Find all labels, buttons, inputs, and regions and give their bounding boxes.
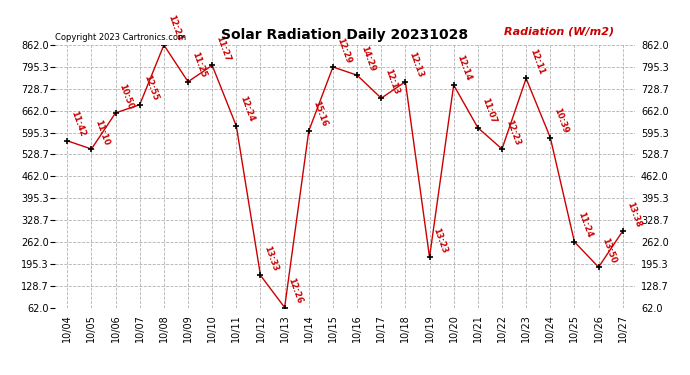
Text: 11:10: 11:10: [93, 118, 111, 146]
Text: 11:07: 11:07: [480, 97, 497, 125]
Text: 13:23: 13:23: [431, 226, 449, 255]
Text: 12:13: 12:13: [383, 68, 401, 96]
Text: 13:50: 13:50: [600, 236, 618, 264]
Text: Radiation (W/m2): Radiation (W/m2): [504, 26, 614, 36]
Text: 12:13: 12:13: [407, 51, 425, 79]
Text: Copyright 2023 Cartronics.com: Copyright 2023 Cartronics.com: [55, 33, 186, 42]
Text: 11:24: 11:24: [576, 211, 594, 239]
Text: 13:33: 13:33: [262, 245, 280, 273]
Text: 12:24: 12:24: [238, 95, 256, 123]
Text: 10:50: 10:50: [117, 82, 135, 110]
Text: 12:24: 12:24: [166, 14, 184, 42]
Text: 12:26: 12:26: [286, 276, 304, 305]
Text: 10:39: 10:39: [552, 107, 570, 135]
Text: 12:23: 12:23: [504, 118, 522, 146]
Title: Solar Radiation Daily 20231028: Solar Radiation Daily 20231028: [221, 28, 469, 42]
Text: 11:27: 11:27: [214, 34, 232, 63]
Text: 12:29: 12:29: [335, 36, 353, 64]
Text: 14:29: 14:29: [359, 44, 377, 73]
Text: 11:42: 11:42: [69, 110, 87, 138]
Text: 12:55: 12:55: [141, 74, 159, 102]
Text: 12:11: 12:11: [528, 48, 546, 76]
Text: 11:25: 11:25: [190, 51, 208, 79]
Text: 13:38: 13:38: [624, 201, 642, 228]
Text: 15:16: 15:16: [310, 100, 328, 128]
Text: 12:14: 12:14: [455, 54, 473, 82]
